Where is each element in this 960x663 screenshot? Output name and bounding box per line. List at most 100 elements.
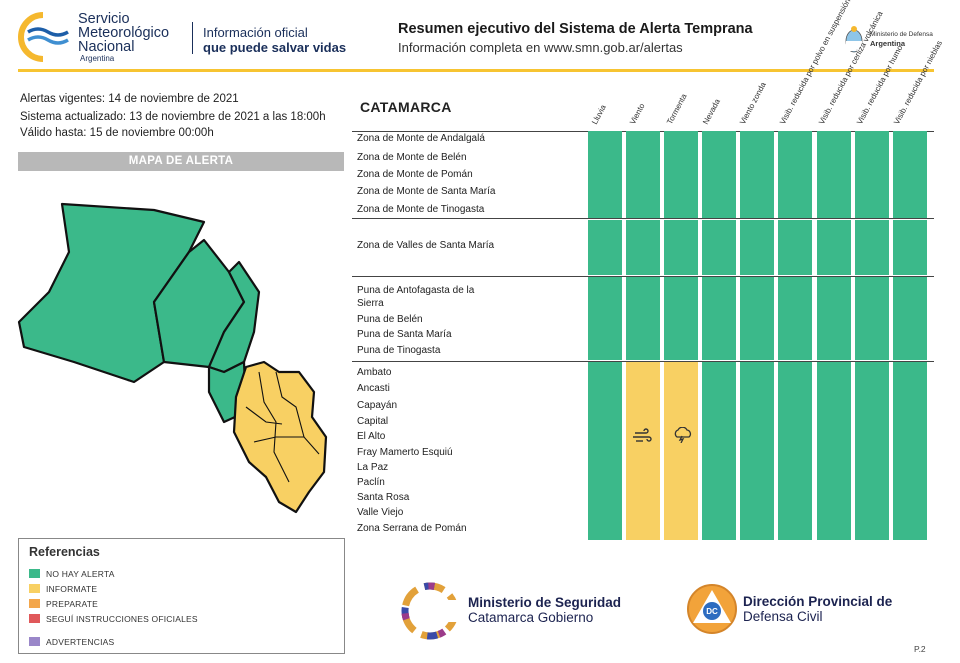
org-line-1: Servicio	[78, 11, 130, 27]
ms-line-1: Ministerio de Seguridad	[468, 595, 622, 610]
alert-cell	[740, 362, 774, 540]
alert-cell	[893, 362, 927, 540]
ministerio-seguridad: Ministerio de Seguridad Catamarca Gobier…	[468, 595, 621, 625]
dc-badge-text: DC	[706, 607, 718, 616]
alert-cell	[740, 220, 774, 275]
legend-item: INFORMATE	[29, 583, 97, 594]
alert-cell	[855, 220, 889, 275]
legend-label: NO HAY ALERTA	[46, 568, 115, 579]
zone-name: Zona de Monte de Santa María	[357, 186, 496, 197]
alerts-valid-date: Alertas vigentes: 14 de noviembre de 202…	[20, 93, 239, 105]
ministerio-seguridad-logo-icon	[401, 582, 459, 640]
zone-name: Paclín	[357, 477, 385, 488]
column-header: Lluvia	[590, 103, 608, 126]
legend-item: SEGUÍ INSTRUCCIONES OFICIALES	[29, 613, 198, 624]
legend-box: Referencias NO HAY ALERTA INFORMATE PREP…	[18, 538, 345, 654]
column-header: Tormenta	[665, 92, 689, 126]
group-divider	[352, 276, 934, 277]
zone-name: El Alto	[357, 431, 386, 442]
alert-cell	[664, 131, 698, 218]
alert-cell	[778, 362, 812, 540]
column-header: Visib. reducida por polvo en suspensión	[778, 0, 853, 126]
alert-cell	[626, 362, 660, 540]
header-divider	[192, 22, 193, 54]
zone-name: Zona Serrana de Pomán	[357, 523, 467, 534]
zone-name: Zona de Monte de Belén	[357, 152, 467, 163]
alert-cell	[702, 277, 736, 360]
defensa-civil: Dirección Provincial de Defensa Civil	[743, 594, 892, 624]
group-divider	[352, 218, 934, 219]
legend-swatch	[29, 599, 40, 608]
page-title: Resumen ejecutivo del Sistema de Alerta …	[398, 21, 753, 37]
alert-cell	[817, 362, 851, 540]
valid-until: Válido hasta: 15 de noviembre 00:00h	[20, 127, 214, 139]
zone-name: Puna de Belén	[357, 314, 423, 325]
storm-cloud-icon	[674, 427, 692, 443]
alert-cell	[702, 131, 736, 218]
dc-line-2: Defensa Civil	[743, 609, 823, 624]
alert-cell	[893, 277, 927, 360]
defensa-civil-logo-icon: DC	[687, 584, 737, 634]
map-title-bar: MAPA DE ALERTA	[18, 152, 344, 171]
system-updated: Sistema actualizado: 13 de noviembre de …	[20, 111, 326, 123]
alert-cell	[817, 220, 851, 275]
alert-cell	[855, 131, 889, 218]
alert-cell	[664, 220, 698, 275]
org-line-3: Nacional	[78, 39, 135, 55]
alert-cell	[588, 362, 622, 540]
legend-label: SEGUÍ INSTRUCCIONES OFICIALES	[46, 613, 198, 624]
alert-cell	[817, 277, 851, 360]
wind-icon	[633, 428, 652, 442]
alert-cell	[740, 277, 774, 360]
alert-cell	[778, 277, 812, 360]
alert-map	[17, 202, 328, 514]
zone-name: Ancasti	[357, 383, 390, 394]
alert-cell	[855, 277, 889, 360]
legend-item: PREPARATE	[29, 598, 98, 609]
alert-cell	[626, 220, 660, 275]
column-header: Viento	[628, 101, 647, 126]
dc-line-1: Dirección Provincial de	[743, 594, 893, 609]
legend-label: INFORMATE	[46, 583, 98, 594]
legend-title: Referencias	[29, 545, 100, 559]
legend-label: ADVERTENCIAS	[46, 636, 115, 647]
alert-cell	[664, 362, 698, 540]
legend-swatch	[29, 584, 40, 593]
zone-name: Valle Viejo	[357, 507, 404, 518]
column-header: Viento zonda	[738, 80, 768, 126]
alert-cell	[855, 362, 889, 540]
zone-name: Zona de Monte de Pomán	[357, 169, 473, 180]
zone-name: Santa Rosa	[357, 492, 410, 503]
column-header: Nevada	[701, 97, 722, 126]
page-subtitle: Información completa en www.smn.gob.ar/a…	[398, 40, 683, 55]
alert-cell	[740, 131, 774, 218]
org-country: Argentina	[80, 54, 115, 63]
province-name: CATAMARCA	[360, 99, 452, 115]
legend-swatch	[29, 569, 40, 578]
zone-name: Zona de Monte de Tinogasta	[357, 204, 485, 215]
zone-name: Ambato	[357, 367, 392, 378]
header-tagline: Información oficial que puede salvar vid…	[203, 25, 346, 55]
argentina-shield-icon	[845, 26, 863, 53]
smn-logo-icon	[18, 12, 73, 62]
alert-cell	[817, 131, 851, 218]
legend-swatch	[29, 637, 40, 646]
zone-name: Puna de Santa María	[357, 329, 452, 340]
alert-cell	[664, 277, 698, 360]
alert-cell	[626, 277, 660, 360]
ministry-of-defense: Ministerio de Defensa Argentina	[870, 30, 933, 49]
zone-name: Puna de Tinogasta	[357, 345, 441, 356]
alert-cell	[893, 220, 927, 275]
map-region-west	[17, 202, 206, 384]
alert-cell	[778, 220, 812, 275]
zone-name: Fray Mamerto Esquiú	[357, 447, 453, 458]
zone-name: Zona de Monte de Andalgalá	[357, 133, 485, 144]
ms-line-2: Catamarca Gobierno	[468, 610, 594, 625]
tagline-line-1: Información oficial	[203, 25, 308, 40]
zone-name: La Paz	[357, 462, 389, 473]
zone-name: Capital	[357, 416, 389, 427]
legend-swatch	[29, 614, 40, 623]
zone-name: Capayán	[357, 400, 398, 411]
alert-cell	[702, 362, 736, 540]
zone-name: Sierra	[357, 298, 384, 309]
